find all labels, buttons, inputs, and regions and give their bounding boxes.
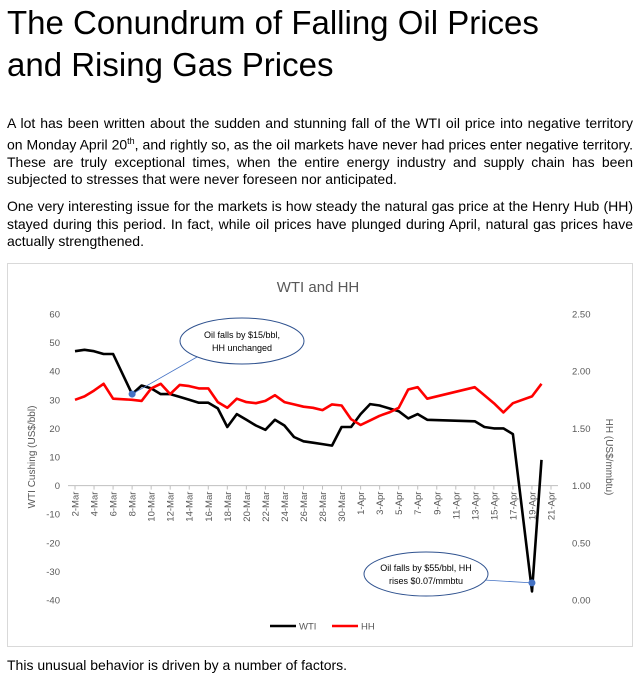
x-tick-label: 9-Apr — [432, 492, 443, 515]
x-tick-label: 19-Apr — [527, 492, 538, 521]
y-left-tick-label: -30 — [46, 567, 60, 578]
annotation-text-line1: Oil falls by $55/bbl, HH — [380, 563, 472, 573]
x-tick-label: 12-Mar — [166, 492, 177, 522]
x-tick-label: 2-Mar — [71, 492, 82, 517]
annotation-text-line2: HH unchanged — [212, 343, 272, 353]
legend-label-hh: HH — [361, 622, 375, 633]
x-tick-label: 22-Mar — [261, 492, 272, 522]
title-line-2: and Rising Gas Prices — [7, 46, 334, 83]
x-tick-label: 26-Mar — [299, 492, 310, 522]
y-right-tick-label: 2.00 — [572, 367, 591, 378]
annotation-text-line2: rises $0.07/mmbtu — [389, 576, 463, 586]
x-tick-label: 21-Apr — [547, 492, 558, 521]
x-tick-label: 28-Mar — [318, 492, 329, 522]
x-tick-label: 15-Apr — [489, 492, 500, 521]
y-right-tick-label: 0.00 — [572, 596, 591, 607]
x-tick-label: 8-Mar — [128, 492, 139, 517]
y-left-tick-label: -10 — [46, 510, 60, 521]
chart-title: WTI and HH — [277, 279, 360, 296]
y-axis-right-ticks: 2.50 2.00 1.50 1.00 0.50 0.00 — [572, 310, 591, 607]
y-left-tick-label: 50 — [49, 338, 60, 349]
x-tick-label: 7-Apr — [413, 492, 424, 515]
y-right-tick-label: 0.50 — [572, 538, 591, 549]
legend-label-wti: WTI — [299, 622, 316, 633]
x-tick-label: 4-Mar — [90, 492, 101, 517]
paragraph-2: One very interesting issue for the marke… — [7, 198, 633, 250]
x-tick-label: 16-Mar — [204, 492, 215, 522]
annotation-text-line1: Oil falls by $15/bbl, — [204, 330, 280, 340]
annotation-bubble — [363, 551, 489, 597]
legend: WTI HH — [270, 622, 375, 633]
x-tick-label: 17-Apr — [508, 492, 519, 521]
x-tick-label: 30-Mar — [337, 492, 348, 522]
annotation-marker — [528, 579, 536, 587]
y-axis-right-label: HH (US$/mmbtu) — [603, 419, 614, 496]
chart-container: WTI and HH WTI Cushing (US$/bbl) HH (US$… — [7, 263, 633, 647]
x-tick-label: 20-Mar — [242, 492, 253, 522]
x-tick-label: 10-Mar — [147, 492, 158, 522]
annotation-bubble — [179, 317, 305, 365]
paragraph-1: A lot has been written about the sudden … — [7, 115, 633, 189]
annotation-pointer — [131, 356, 198, 395]
paragraph-1-superscript: th — [127, 135, 135, 146]
x-tick-label: 13-Apr — [470, 492, 481, 521]
y-right-tick-label: 2.50 — [572, 310, 591, 321]
x-tick-label: 14-Mar — [185, 492, 196, 522]
article-title: The Conundrum of Falling Oil Prices and … — [7, 2, 637, 86]
series-line-hh — [74, 382, 543, 427]
x-axis-ticks: 2-Mar 4-Mar 6-Mar 8-Mar 10-Mar 12-Mar 14-Mar 16… — [71, 485, 558, 522]
x-tick-label: 1-Apr — [356, 492, 367, 515]
x-tick-label: 24-Mar — [280, 492, 291, 522]
paragraph-3: This unusual behavior is driven by a num… — [7, 657, 348, 673]
annotations: Oil falls by $15/bbl, HH unchanged Oil fal… — [128, 317, 536, 597]
wti-hh-chart: WTI and HH WTI Cushing (US$/bbl) HH (US$… — [27, 279, 614, 633]
x-tick-label: 18-Mar — [223, 492, 234, 522]
title-line-1: The Conundrum of Falling Oil Prices — [7, 4, 539, 41]
x-tick-label: 5-Apr — [394, 492, 405, 515]
x-tick-label: 11-Apr — [451, 492, 462, 520]
y-left-tick-label: 30 — [49, 395, 60, 406]
y-left-tick-label: 60 — [49, 310, 60, 321]
paragraph-1-part-b: , and rightly so, as the oil markets hav… — [7, 136, 633, 188]
y-left-tick-label: 0 — [55, 481, 60, 492]
y-right-tick-label: 1.50 — [572, 424, 591, 435]
annotation-marker — [128, 390, 136, 398]
y-left-tick-label: -40 — [46, 596, 60, 607]
series-lines — [74, 348, 543, 593]
x-tick-label: 6-Mar — [109, 492, 120, 517]
series-line-wti — [74, 348, 543, 593]
y-left-tick-label: -20 — [46, 538, 60, 549]
x-tick-label: 3-Apr — [375, 492, 386, 515]
annotation-pointer — [483, 579, 532, 584]
y-left-tick-label: 40 — [49, 367, 60, 378]
y-right-tick-label: 1.00 — [572, 481, 591, 492]
paragraph-1-part-a: A lot has been written about the sudden … — [7, 115, 633, 153]
y-left-tick-label: 10 — [49, 453, 60, 464]
y-axis-left-label: WTI Cushing (US$/bbl) — [27, 406, 38, 509]
y-left-tick-label: 20 — [49, 424, 60, 435]
y-axis-left-ticks: 60 50 40 30 20 10 0 -10 -20 -30 -40 — [46, 310, 60, 607]
